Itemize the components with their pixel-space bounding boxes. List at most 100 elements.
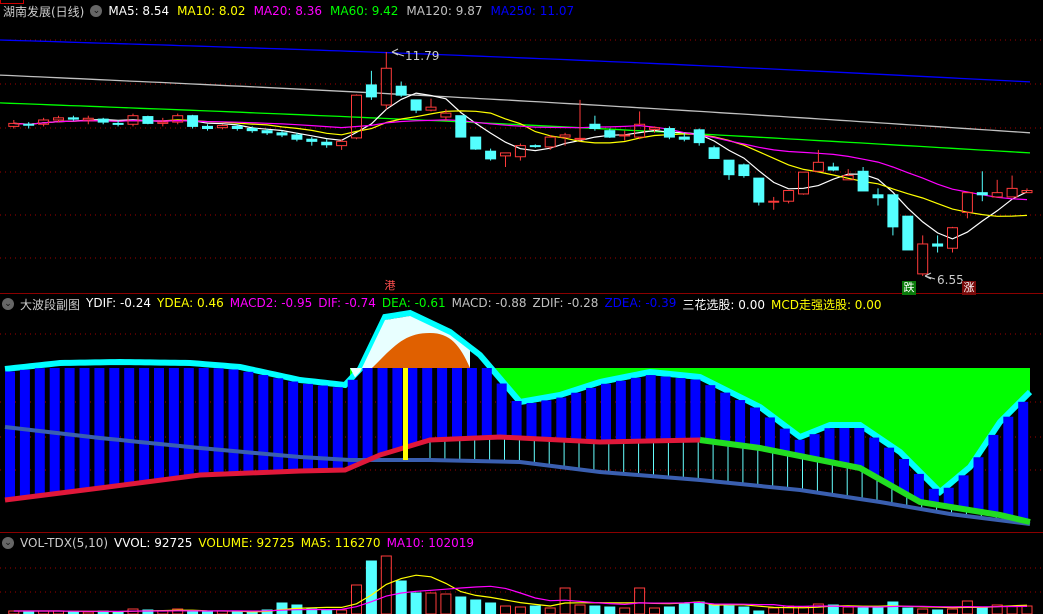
blue-histogram-bar [64,368,75,492]
candle [216,124,228,130]
volume-bar [455,596,467,614]
volume-bar [738,606,750,614]
candle-body [708,147,720,159]
candle-body [812,161,824,172]
candle [485,148,497,161]
candle-body [1021,190,1033,194]
main-header: 湖南发展(日线) ⌄ MA5: 8.54 MA10: 8.02 MA20: 8.36… [3,3,574,19]
candle [23,122,35,129]
volume-bar [351,584,362,614]
blue-histogram-bar [615,380,626,442]
candle [500,152,511,168]
blue-histogram-bar [720,392,731,444]
blue-histogram-bar [958,475,969,510]
volume-bar [425,592,437,614]
blue-histogram-bar [899,459,909,493]
long-moving-averages [0,39,1031,154]
cyan-band [4,309,1033,497]
volume-bar [887,601,899,614]
candle [425,98,437,112]
candle-body [202,125,213,130]
candle [798,171,809,195]
blue-histogram-bar [362,368,373,461]
candle-body [753,177,765,203]
volume-bar [932,609,944,614]
candlesticks[interactable] [8,52,1033,277]
blue-histogram-bar [571,392,582,441]
candle [738,163,750,178]
blue-histogram-bar [154,368,164,481]
candle [351,94,362,140]
sub-legend: YDIF: -0.24 YDEA: 0.46 MACD2: -0.95 DIF: -0… [86,296,882,313]
volume-bar [812,603,824,614]
volume-bar [187,611,199,614]
blue-histogram-bar [332,387,343,471]
candle [649,126,660,133]
blue-histogram-bar [437,368,448,440]
candle [440,109,452,122]
blue-histogram-bar [288,381,299,472]
vol-legend: VVOL: 92725 VOLUME: 92725 MA5: 116270 MA10:… [114,536,474,550]
blue-histogram-bar [273,378,284,472]
candle [529,144,541,148]
blue-histogram-bar [168,368,179,479]
candle [947,226,958,253]
candle-body [231,125,243,130]
volume-bar [723,605,735,614]
blue-histogram-bar [601,383,611,442]
candle-body [485,150,497,160]
candle-body [604,130,616,138]
candle-body [514,145,526,158]
blue-histogram-bar [392,368,403,450]
volume-bar [321,609,333,614]
candle [976,171,988,202]
blue-histogram-bar [496,383,507,438]
green-line [699,437,1031,525]
blue-histogram-bar [198,368,209,475]
candle-body [723,159,735,176]
volume-bar [276,602,288,614]
blue-histogram-bar [139,368,150,483]
candle-body [500,152,511,157]
candle-body [917,243,929,275]
candle-body [932,243,944,247]
volume-bar [649,607,660,614]
sub-legend-item: MACD: -0.88 [451,295,527,310]
volume-bar [917,608,929,614]
candle [1021,188,1033,194]
blue-histogram-bar [660,376,671,441]
volume-bar [663,606,675,614]
candle [97,117,109,125]
blue-histogram-bar [705,385,716,442]
candle-body [306,138,318,142]
candle [634,111,646,140]
blue-histogram-bar [973,457,984,512]
volume-bar [202,611,213,614]
blue-histogram-bar [675,378,686,441]
candle [455,115,467,138]
candle-body [649,127,660,130]
volume-bar [589,605,601,614]
candle [753,177,765,206]
blue-histogram-bar [407,368,418,446]
sub-legend-item: YDIF: -0.24 [86,295,152,310]
candle-body [1006,187,1018,198]
volume-bar [976,607,988,614]
volume-bar [991,604,1003,614]
candle [157,117,169,127]
candle [321,139,333,148]
chevron-down-icon[interactable]: ⌄ [90,5,103,17]
panel-divider[interactable] [0,293,1043,294]
high-price-label: 11.79 [405,49,439,63]
candle-body [142,116,154,124]
chevron-down-icon[interactable]: ⌄ [2,537,14,549]
chevron-down-icon[interactable]: ⌄ [2,298,14,310]
candle [261,128,273,135]
candle [574,99,586,142]
candle-body [38,119,50,125]
panel-divider[interactable] [0,532,1043,533]
blue-histogram-bar [556,397,567,441]
ma5-line [13,92,1028,240]
candle [589,115,601,131]
